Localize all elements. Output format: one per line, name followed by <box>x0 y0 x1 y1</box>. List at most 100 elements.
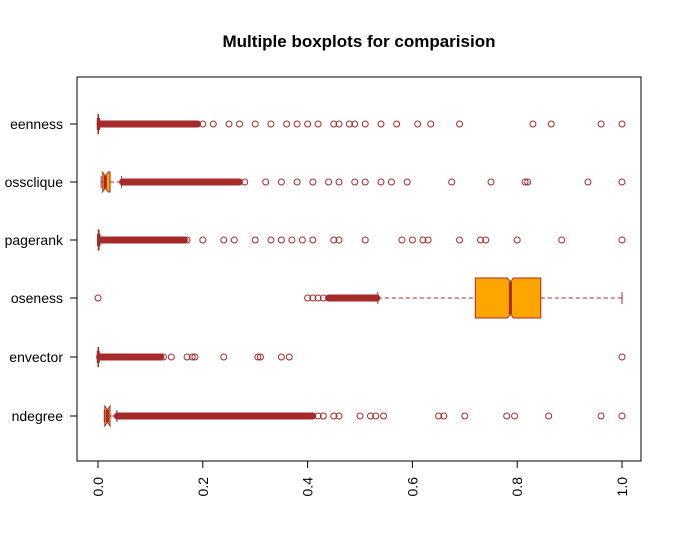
outlier-point <box>160 353 167 361</box>
outlier-point <box>558 236 566 244</box>
outlier-point <box>335 236 343 244</box>
outlier-point <box>293 178 301 186</box>
outlier-point <box>597 412 605 420</box>
chart-title: Multiple boxplots for comparision <box>223 32 496 51</box>
x-tick-label: 0.2 <box>195 477 211 497</box>
outlier-point <box>618 412 626 420</box>
outlier-point <box>419 236 427 244</box>
outlier-point <box>251 120 259 128</box>
outlier-point <box>503 412 511 420</box>
outlier-point <box>314 412 322 420</box>
outlier-point <box>277 178 285 186</box>
outlier-point <box>393 120 401 128</box>
y-tick-label: ossclique <box>5 174 64 190</box>
outlier-point <box>597 120 605 128</box>
outlier-point <box>618 353 626 361</box>
outlier-point <box>521 178 529 186</box>
box-pagerank: pagerank <box>5 229 626 251</box>
outlier-point <box>361 178 369 186</box>
outlier-point <box>94 294 102 302</box>
outlier-point <box>199 236 207 244</box>
outlier-point <box>477 236 485 244</box>
outlier-point <box>377 120 385 128</box>
outlier-point <box>330 412 338 420</box>
y-tick-label: ndegree <box>12 408 64 424</box>
outlier-point <box>191 353 199 361</box>
x-tick-label: 1.0 <box>614 477 630 497</box>
y-tick-label: envector <box>9 349 63 365</box>
box <box>474 277 542 319</box>
outlier-point <box>267 120 275 128</box>
outlier-point <box>188 353 196 361</box>
y-tick-label: eenness <box>10 116 63 132</box>
outlier-point <box>262 178 270 186</box>
box-eigenvector: envector <box>9 346 626 368</box>
outlier-point <box>618 236 626 244</box>
outlier-point <box>285 353 293 361</box>
outlier-point <box>254 353 262 361</box>
outlier-point <box>251 236 259 244</box>
x-tick-label: 0.6 <box>404 477 420 497</box>
outlier-point <box>230 236 238 244</box>
outlier-point <box>361 120 369 128</box>
outlier-point <box>241 178 249 186</box>
outlier-point <box>277 236 285 244</box>
outlier-point <box>199 120 207 128</box>
outlier-point <box>325 178 333 186</box>
outlier-point <box>293 120 301 128</box>
outlier-point <box>335 412 343 420</box>
box-betweenness: eenness <box>10 113 626 135</box>
outlier-point <box>387 178 395 186</box>
outlier-point <box>461 412 469 420</box>
outlier-point <box>618 178 626 186</box>
outlier-point <box>380 412 388 420</box>
outlier-point <box>220 353 228 361</box>
box-crossclique: ossclique <box>5 171 626 193</box>
outlier-point <box>319 294 327 302</box>
outlier-point <box>584 178 592 186</box>
outlier-point <box>314 120 322 128</box>
outlier-point <box>256 353 264 361</box>
outlier-point <box>435 412 443 420</box>
y-tick-label: oseness <box>11 290 63 306</box>
outlier-point <box>427 120 435 128</box>
outlier-point <box>209 120 217 128</box>
outlier-point <box>288 236 296 244</box>
outlier-point <box>235 120 243 128</box>
outlier-point <box>456 120 464 128</box>
x-tick-label: 0.4 <box>300 477 316 497</box>
outlier-point <box>377 178 385 186</box>
outlier-point <box>314 294 322 302</box>
outlier-point <box>351 120 359 128</box>
outlier-point <box>330 236 338 244</box>
outlier-point <box>545 412 553 420</box>
outlier-point <box>309 236 317 244</box>
outlier-point <box>440 412 448 420</box>
outlier-point <box>183 236 191 244</box>
outlier-point <box>335 178 343 186</box>
outlier-point <box>277 353 285 361</box>
outlier-point <box>183 353 191 361</box>
x-tick-label: 0.0 <box>90 477 106 497</box>
outlier-point <box>319 412 327 420</box>
outlier-point <box>511 412 519 420</box>
outlier-point <box>398 236 406 244</box>
outlier-point <box>414 120 422 128</box>
outlier-point <box>225 120 233 128</box>
x-tick-label: 0.8 <box>509 477 525 497</box>
outlier-point <box>618 120 626 128</box>
outlier-point <box>366 412 374 420</box>
outlier-point <box>372 412 380 420</box>
outlier-point <box>408 236 416 244</box>
outlier-point <box>309 294 317 302</box>
outlier-point <box>330 120 338 128</box>
outlier-point <box>513 236 521 244</box>
x-axis: 0.0 0.2 0.4 0.6 0.8 1.0 <box>90 460 630 497</box>
outlier-point <box>361 236 369 244</box>
outlier-point <box>547 120 555 128</box>
outlier-point <box>304 294 312 302</box>
box-indegree: ndegree <box>12 404 626 428</box>
outlier-point <box>351 178 359 186</box>
outlier-point <box>482 236 490 244</box>
